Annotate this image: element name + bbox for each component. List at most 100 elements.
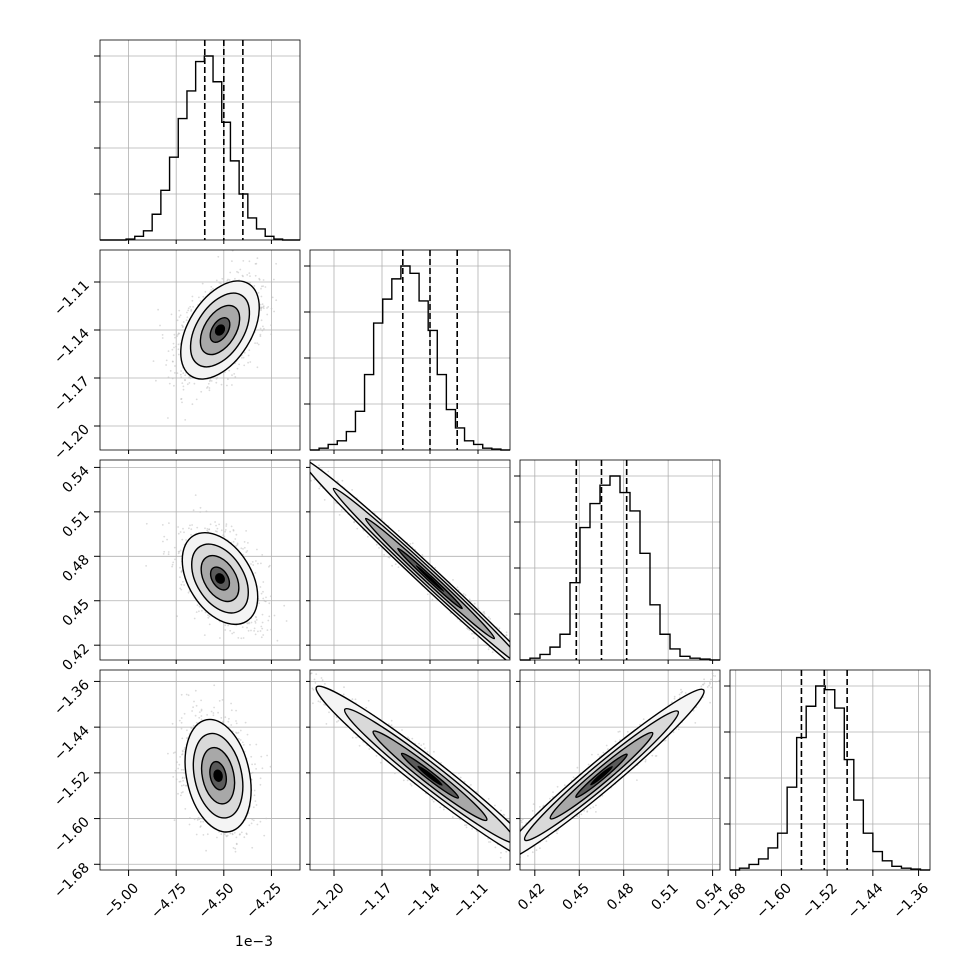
sample-point [190, 308, 193, 311]
sample-point [262, 634, 265, 636]
scatter-panel-1-0 [99, 249, 301, 451]
sample-point [255, 768, 257, 770]
sample-point [514, 662, 516, 664]
sample-point [411, 542, 414, 545]
sample-point [184, 374, 187, 377]
sample-point [421, 554, 424, 556]
sample-point [367, 535, 369, 538]
sample-point [163, 535, 166, 538]
sample-point [259, 820, 262, 823]
sample-point [228, 717, 230, 720]
sample-point [247, 354, 250, 357]
sample-point [275, 299, 278, 302]
sample-point [178, 332, 181, 335]
sample-point [187, 591, 190, 594]
sample-point [224, 530, 227, 533]
sample-point [523, 663, 525, 665]
sample-point [191, 295, 194, 298]
sample-point [180, 588, 183, 591]
sample-point [200, 390, 203, 393]
sample-point [235, 533, 238, 536]
sample-point [524, 666, 526, 668]
sample-point [177, 526, 180, 528]
sample-point [249, 275, 251, 277]
sample-point [517, 655, 519, 657]
contour-line [189, 292, 251, 368]
sample-point [483, 611, 486, 613]
sample-point [231, 384, 233, 386]
sample-point [194, 494, 197, 496]
sample-point [181, 401, 183, 404]
sample-point [229, 530, 232, 533]
sample-point [250, 621, 253, 624]
sample-point [260, 287, 262, 290]
sample-point [241, 626, 244, 628]
sample-point [521, 664, 523, 666]
sample-point [167, 752, 169, 755]
sample-point [177, 348, 180, 351]
sample-point [155, 379, 157, 382]
sample-point [206, 714, 209, 716]
contour-line [397, 547, 463, 610]
contour-line [310, 460, 510, 660]
scatter-content [167, 684, 272, 853]
sample-point [165, 359, 168, 362]
sample-point [515, 655, 517, 657]
sample-point [513, 653, 515, 655]
sample-point [188, 527, 190, 530]
sample-point [217, 255, 220, 258]
sample-point [318, 487, 321, 490]
sample-point [196, 526, 199, 529]
contour-line [209, 317, 231, 343]
sample-point [208, 615, 211, 618]
sample-point [181, 382, 184, 384]
sample-point [262, 597, 265, 600]
sample-point [161, 524, 164, 526]
sample-point [253, 630, 256, 632]
sample-point [195, 611, 198, 613]
sample-point [513, 643, 515, 645]
sample-point [176, 372, 179, 374]
sample-point [327, 470, 330, 473]
sample-point [183, 531, 185, 534]
sample-point [230, 702, 233, 705]
sample-point [214, 530, 217, 532]
sample-point [233, 631, 235, 634]
sample-point [518, 658, 520, 660]
sample-point [192, 706, 195, 709]
sample-point [189, 305, 192, 308]
sample-point [240, 547, 243, 550]
sample-point [259, 586, 262, 588]
sample-point [262, 325, 264, 328]
sample-point [185, 539, 188, 541]
sample-point [228, 369, 231, 372]
contour-line [191, 543, 249, 614]
sample-point [192, 306, 195, 308]
sample-point [518, 653, 520, 655]
sample-point [162, 553, 165, 555]
scatter-frame [99, 459, 301, 661]
sample-point [176, 335, 179, 337]
sample-point [257, 343, 260, 346]
sample-point [208, 387, 211, 389]
sample-point [456, 586, 459, 589]
sample-point [201, 282, 204, 285]
sample-point [248, 349, 251, 352]
sample-point [235, 709, 238, 712]
sample-point [182, 385, 185, 388]
sample-point [260, 307, 262, 310]
sample-point [179, 314, 182, 317]
sample-point [168, 382, 171, 385]
sample-point [185, 693, 188, 696]
sample-point [250, 629, 252, 632]
sample-point [254, 263, 257, 265]
sample-point [193, 382, 196, 385]
sample-point [266, 629, 269, 631]
sample-point [145, 522, 148, 525]
sample-point [505, 634, 508, 636]
sample-point [231, 374, 233, 377]
sample-point [252, 819, 255, 822]
sample-point [273, 278, 275, 281]
sample-point [215, 381, 218, 384]
sample-point [305, 473, 307, 475]
